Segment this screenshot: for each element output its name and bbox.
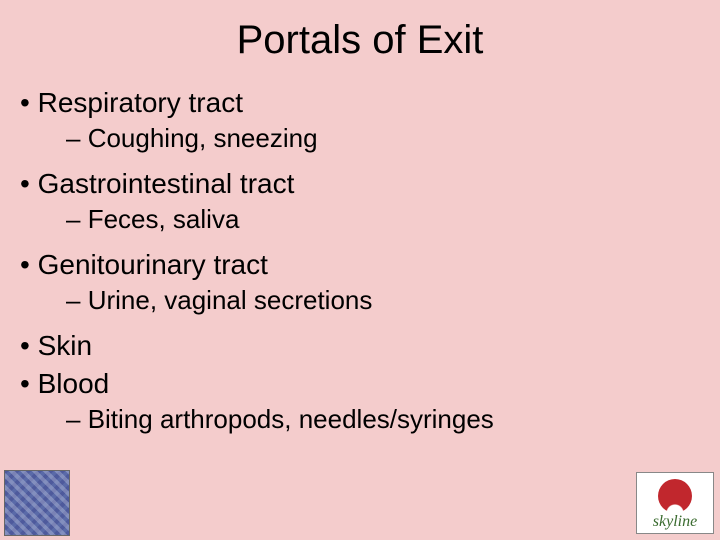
logo-brand-text: skyline (637, 513, 713, 531)
slide: Portals of Exit Respiratory tract Coughi… (0, 0, 720, 540)
bullet-l1: Respiratory tract (20, 83, 720, 121)
slide-title: Portals of Exit (0, 0, 720, 63)
decorative-image-icon (4, 470, 70, 536)
bullet-l1: Skin (20, 326, 720, 364)
skyline-logo-icon: skyline (636, 472, 714, 534)
bullet-l2: Feces, saliva (20, 202, 720, 245)
bullet-l2: Coughing, sneezing (20, 121, 720, 164)
bullet-l1: Gastrointestinal tract (20, 164, 720, 202)
bullet-l2: Biting arthropods, needles/syringes (20, 402, 720, 445)
bullet-l1: Blood (20, 364, 720, 402)
bullet-l1: Genitourinary tract (20, 245, 720, 283)
logo-wave-icon (643, 495, 707, 513)
bullet-l2: Urine, vaginal secretions (20, 283, 720, 326)
slide-body: Respiratory tract Coughing, sneezing Gas… (0, 63, 720, 445)
